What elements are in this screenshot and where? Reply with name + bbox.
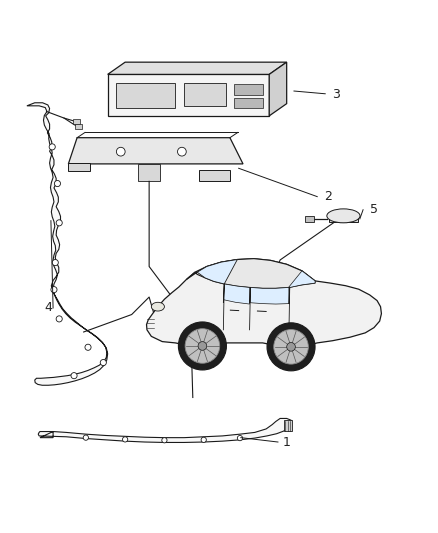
Polygon shape	[138, 164, 160, 181]
Polygon shape	[27, 103, 108, 385]
Text: 4: 4	[44, 302, 52, 314]
Polygon shape	[251, 287, 289, 304]
Circle shape	[100, 359, 106, 366]
Polygon shape	[108, 75, 269, 116]
Text: 3: 3	[332, 87, 340, 101]
Text: 1: 1	[283, 435, 290, 448]
Polygon shape	[108, 62, 287, 75]
Polygon shape	[284, 420, 292, 431]
Polygon shape	[117, 83, 175, 108]
Circle shape	[178, 322, 226, 370]
Polygon shape	[38, 418, 291, 442]
Circle shape	[267, 323, 315, 371]
Polygon shape	[234, 98, 263, 108]
Polygon shape	[75, 124, 82, 130]
Circle shape	[201, 437, 206, 442]
Polygon shape	[73, 119, 80, 124]
Circle shape	[54, 181, 60, 187]
Circle shape	[83, 435, 88, 440]
Polygon shape	[234, 84, 263, 95]
Polygon shape	[147, 259, 381, 347]
Polygon shape	[269, 62, 287, 116]
Polygon shape	[305, 216, 314, 222]
Text: 2: 2	[324, 190, 332, 203]
Polygon shape	[184, 83, 226, 106]
Circle shape	[49, 144, 55, 150]
Circle shape	[71, 373, 77, 379]
Polygon shape	[186, 259, 315, 288]
Circle shape	[51, 287, 57, 293]
Circle shape	[237, 435, 243, 441]
Text: 5: 5	[370, 203, 378, 216]
Circle shape	[198, 342, 207, 350]
Polygon shape	[197, 260, 237, 284]
Circle shape	[56, 316, 62, 322]
Circle shape	[274, 329, 308, 364]
Circle shape	[56, 220, 62, 226]
Circle shape	[287, 343, 295, 351]
Circle shape	[123, 437, 128, 442]
Circle shape	[85, 344, 91, 350]
Circle shape	[117, 147, 125, 156]
Polygon shape	[223, 284, 250, 304]
Polygon shape	[68, 138, 243, 164]
Polygon shape	[68, 163, 90, 171]
Circle shape	[177, 147, 186, 156]
Circle shape	[52, 260, 58, 265]
Ellipse shape	[151, 302, 164, 311]
Ellipse shape	[327, 209, 360, 223]
Circle shape	[162, 438, 167, 443]
Circle shape	[185, 329, 220, 364]
Polygon shape	[329, 216, 357, 222]
Polygon shape	[199, 171, 230, 181]
Polygon shape	[289, 271, 315, 287]
